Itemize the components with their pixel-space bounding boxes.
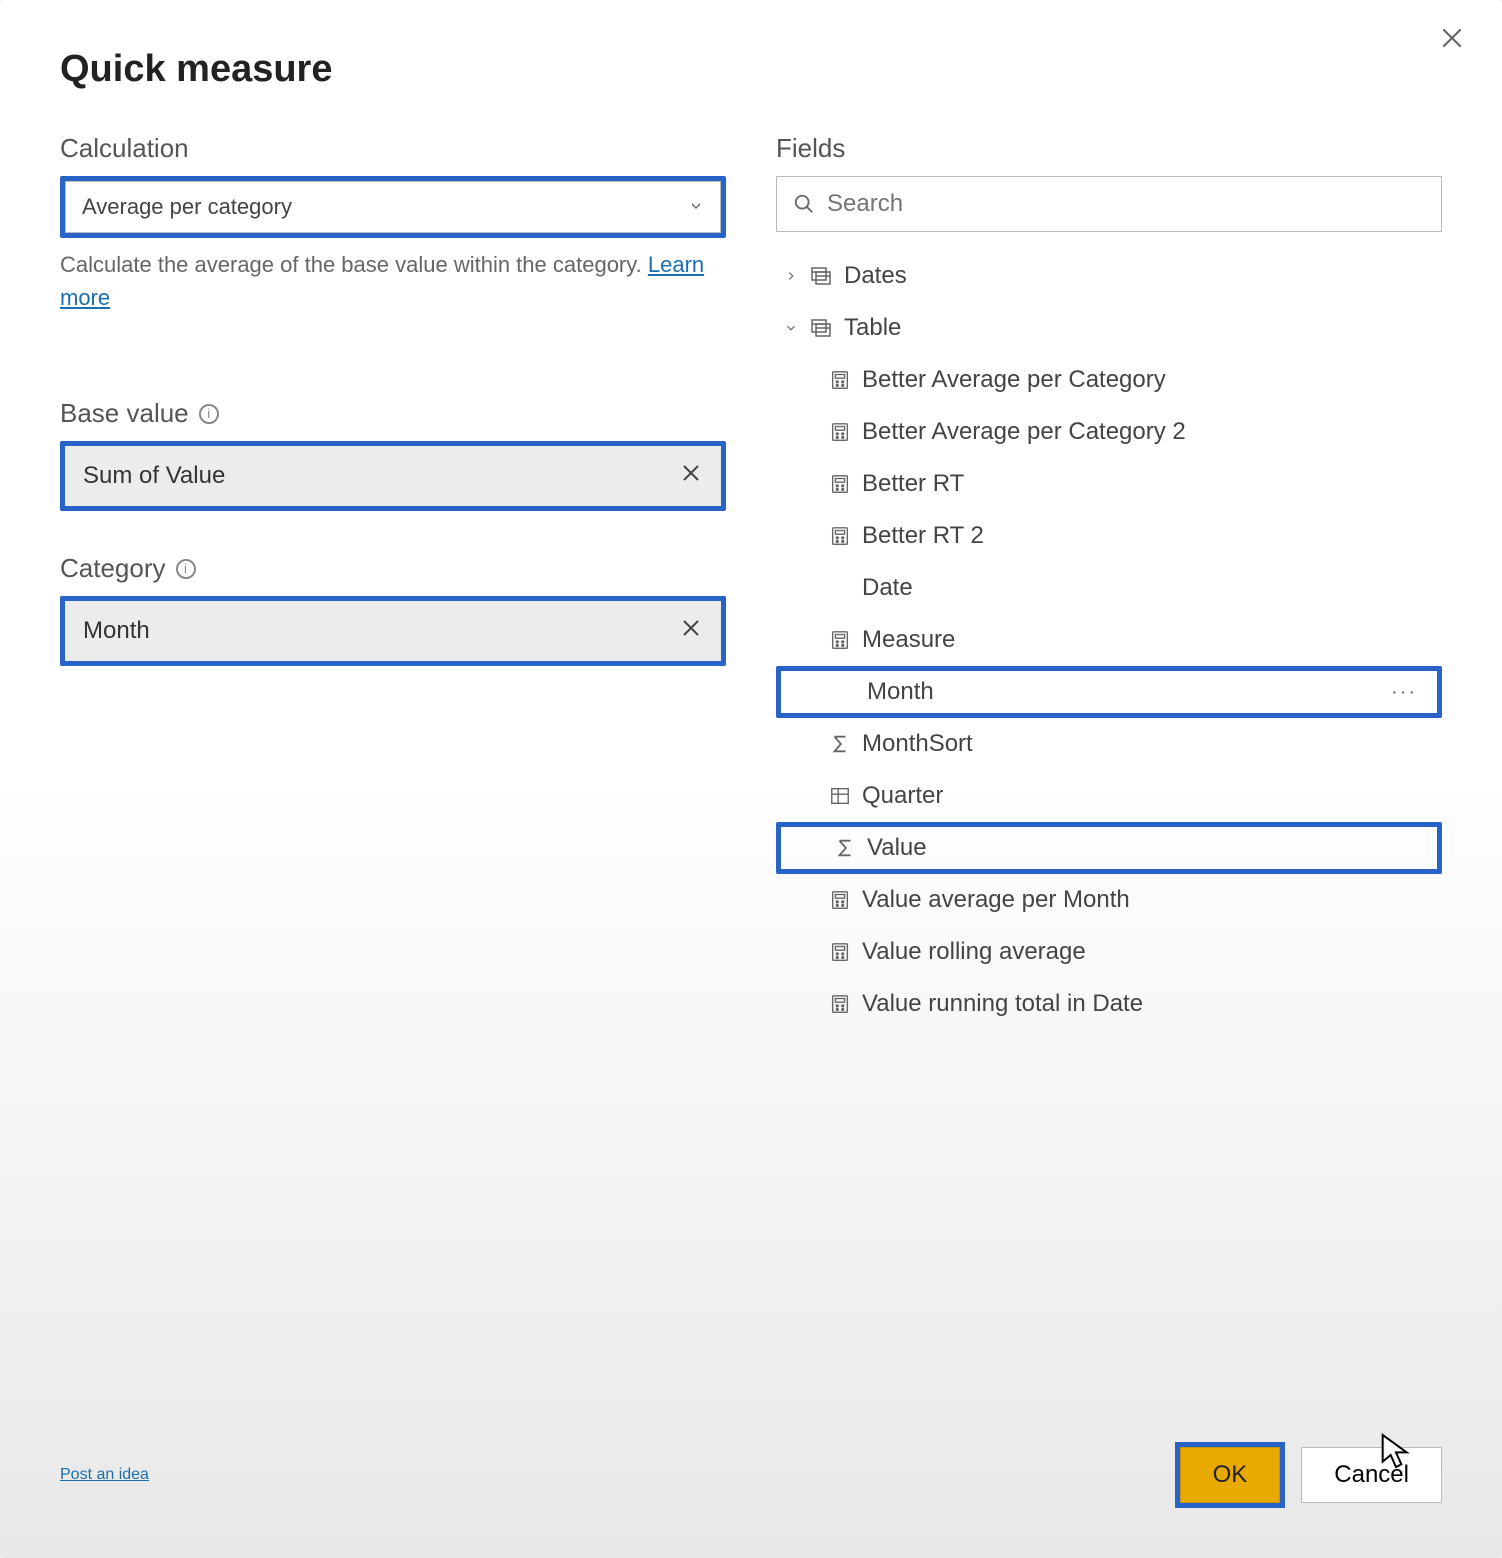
tree-field-item[interactable]: Quarter [776,770,1442,822]
clear-category-icon[interactable] [679,615,703,647]
tree-field-label: Date [862,574,1442,602]
category-label: Category i [60,553,726,584]
category-text: Month [83,617,150,645]
tree-field-item[interactable]: Value [776,822,1442,874]
tree-field-item[interactable]: Better RT [776,458,1442,510]
base-value-well[interactable]: Sum of Value [65,446,721,506]
hier-icon [828,784,852,808]
fields-tree: Dates Table Better Average per Category Bet… [776,250,1442,1030]
left-column: Calculation Average per category Calcula… [60,133,726,1412]
clear-base-value-icon[interactable] [679,460,703,492]
tree-table-label: Table [844,314,1442,342]
tree-field-label: Measure [862,626,1442,654]
tree-field-item[interactable]: Value running total in Date [776,978,1442,1030]
tree-field-item[interactable]: Better RT 2 [776,510,1442,562]
tree-field-label: Value rolling average [862,938,1442,966]
chevron-down-icon [688,194,704,220]
dialog-content: Calculation Average per category Calcula… [60,133,1442,1412]
fields-label: Fields [776,133,1442,164]
calc-icon [828,992,852,1016]
tree-field-label: Better Average per Category 2 [862,418,1442,446]
sigma-icon [828,732,852,756]
calc-icon [828,628,852,652]
tree-table-label: Dates [844,262,1442,290]
tree-field-label: Value [867,834,927,862]
quick-measure-dialog: Quick measure Calculation Average per ca… [0,0,1502,1558]
base-value-text: Sum of Value [83,462,225,490]
more-options-icon[interactable]: ··· [1391,681,1437,704]
tree-field-item[interactable]: Better Average per Category 2 [776,406,1442,458]
tree-field-item[interactable]: Value average per Month [776,874,1442,926]
calculation-dropdown[interactable]: Average per category [65,181,721,233]
cancel-button[interactable]: Cancel [1301,1447,1442,1503]
calculation-highlight: Average per category [60,176,726,238]
tree-table-table[interactable]: Table [776,302,1442,354]
calc-icon [828,368,852,392]
ok-button[interactable]: OK [1180,1447,1281,1503]
tree-field-item[interactable]: Month ··· [776,666,1442,718]
ok-button-highlight: OK [1175,1442,1286,1508]
expand-icon [782,321,800,335]
tree-field-item[interactable]: MonthSort [776,718,1442,770]
calc-icon [828,524,852,548]
calculation-helper: Calculate the average of the base value … [60,248,726,314]
fields-search[interactable] [776,176,1442,232]
right-column: Fields Dates Table Better Average per Cate… [776,133,1442,1412]
tree-field-item[interactable]: Date [776,562,1442,614]
dialog-title: Quick measure [60,48,1442,91]
calc-icon [828,940,852,964]
table-icon [810,264,834,288]
category-highlight: Month [60,596,726,666]
close-icon [1439,25,1465,51]
table-icon [810,316,834,340]
sigma-icon [833,836,857,860]
search-icon [793,193,815,215]
tree-table-dates[interactable]: Dates [776,250,1442,302]
base-value-label: Base value i [60,398,726,429]
calculation-label: Calculation [60,133,726,164]
info-icon[interactable]: i [176,559,196,579]
calculation-selected: Average per category [82,194,292,220]
tree-field-label: Better RT 2 [862,522,1442,550]
tree-field-label: Better RT [862,470,1442,498]
category-well[interactable]: Month [65,601,721,661]
tree-field-label: MonthSort [862,730,1442,758]
search-input[interactable] [827,190,1425,218]
tree-field-label: Quarter [862,782,1442,810]
footer-buttons: OK Cancel [1175,1442,1442,1508]
base-value-highlight: Sum of Value [60,441,726,511]
calc-icon [828,472,852,496]
tree-field-label: Value running total in Date [862,990,1442,1018]
calc-icon [828,888,852,912]
info-icon[interactable]: i [199,404,219,424]
post-idea-link[interactable]: Post an idea [60,1466,149,1484]
tree-field-label: Better Average per Category [862,366,1442,394]
close-button[interactable] [1432,18,1472,58]
tree-field-item[interactable]: Value rolling average [776,926,1442,978]
expand-icon [782,269,800,283]
tree-field-label: Value average per Month [862,886,1442,914]
tree-field-item[interactable]: Better Average per Category [776,354,1442,406]
calc-icon [828,420,852,444]
tree-field-label: Month [867,678,934,706]
tree-field-item[interactable]: Measure [776,614,1442,666]
dialog-footer: Post an idea OK Cancel [60,1412,1442,1508]
